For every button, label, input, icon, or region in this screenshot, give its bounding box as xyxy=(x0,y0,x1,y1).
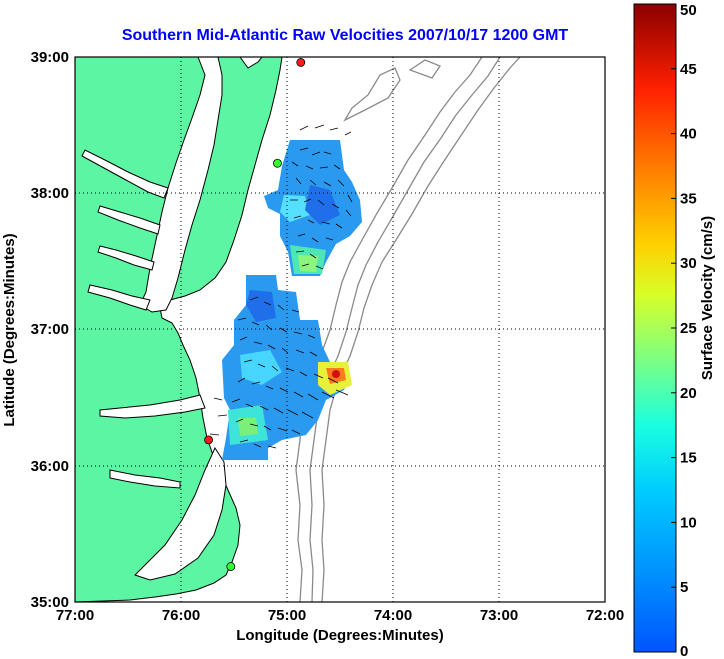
velocity-fast-south xyxy=(238,418,258,436)
bathymetry-contours xyxy=(295,57,521,602)
x-axis-label: Longitude (Degrees:Minutes) xyxy=(236,627,444,644)
velocity-vectors-north xyxy=(290,124,353,270)
velocity-fast-north xyxy=(298,255,318,272)
station-marker-inactive xyxy=(273,158,282,168)
velocity-slow-north xyxy=(305,185,340,225)
lat-tick-label: 35:00 xyxy=(31,594,69,611)
colorbar-ticks: 0 5 10 15 20 25 30 35 40 45 50 xyxy=(671,2,697,659)
potomac-river xyxy=(81,149,169,199)
map-title: Southern Mid-Atlantic Raw Velocities 200… xyxy=(122,27,569,44)
station-marker-inactive xyxy=(226,562,236,571)
lat-tick-label: 38:00 xyxy=(31,185,69,202)
lat-tick-label: 36:00 xyxy=(31,458,69,475)
colorbar-label: Surface Velocity (cm/s) xyxy=(699,216,716,380)
lon-tick-label: 74:00 xyxy=(374,607,412,624)
lon-tick-label: 76:00 xyxy=(162,607,200,624)
colorbar-tick-label: 20 xyxy=(680,385,697,402)
colorbar-tick-label: 30 xyxy=(680,255,697,272)
york-river xyxy=(97,245,155,271)
pamlico-sound xyxy=(134,446,227,581)
lon-tick-label: 72:00 xyxy=(586,607,624,624)
sound-inlet xyxy=(109,469,181,489)
latitude-ticks: 39:00 38:00 37:00 36:00 35:00 xyxy=(31,49,69,611)
rappahannock-river xyxy=(97,205,161,235)
y-axis-label: Latitude (Degrees:Minutes) xyxy=(1,233,18,426)
velocity-region-south xyxy=(209,275,352,460)
colorbar-tick-label: 50 xyxy=(680,2,697,19)
colorbar-tick-label: 25 xyxy=(680,320,697,337)
james-river xyxy=(87,284,151,311)
colorbar-tick-label: 0 xyxy=(680,643,688,659)
lat-tick-label: 39:00 xyxy=(31,49,69,66)
velocity-high-south xyxy=(240,350,282,385)
colorbar-gradient xyxy=(633,3,677,653)
chesapeake-bay xyxy=(139,57,223,313)
velocity-region-north xyxy=(264,124,362,276)
colorbar: 0 5 10 15 20 25 30 35 40 45 50 Surface Velocity (c… xyxy=(633,2,716,659)
station-marker-active xyxy=(204,435,213,445)
albemarle-sound xyxy=(99,394,206,419)
map-grid xyxy=(75,57,605,602)
longitude-ticks: 77:00 76:00 75:00 74:00 73:00 72:00 xyxy=(56,607,624,624)
velocity-vectors-south xyxy=(209,296,349,449)
colorbar-tick-label: 40 xyxy=(680,126,697,143)
stations xyxy=(204,58,306,571)
map-plot-area xyxy=(75,57,605,602)
lat-tick-label: 37:00 xyxy=(31,321,69,338)
colorbar-tick-label: 10 xyxy=(680,514,697,531)
colorbar-tick-label: 35 xyxy=(680,190,697,207)
colorbar-tick-label: 5 xyxy=(680,579,688,596)
lon-tick-label: 77:00 xyxy=(56,607,94,624)
velocity-slow-south xyxy=(246,290,276,322)
station-marker-active xyxy=(296,58,306,67)
colorbar-tick-label: 15 xyxy=(680,450,697,467)
colorbar-tick-label: 45 xyxy=(680,61,697,78)
lon-tick-label: 73:00 xyxy=(480,607,518,624)
delaware-bay xyxy=(239,57,263,69)
map-frame xyxy=(74,56,606,603)
velocity-max-core xyxy=(332,370,340,378)
lon-tick-label: 75:00 xyxy=(268,607,306,624)
mainland xyxy=(75,57,283,602)
